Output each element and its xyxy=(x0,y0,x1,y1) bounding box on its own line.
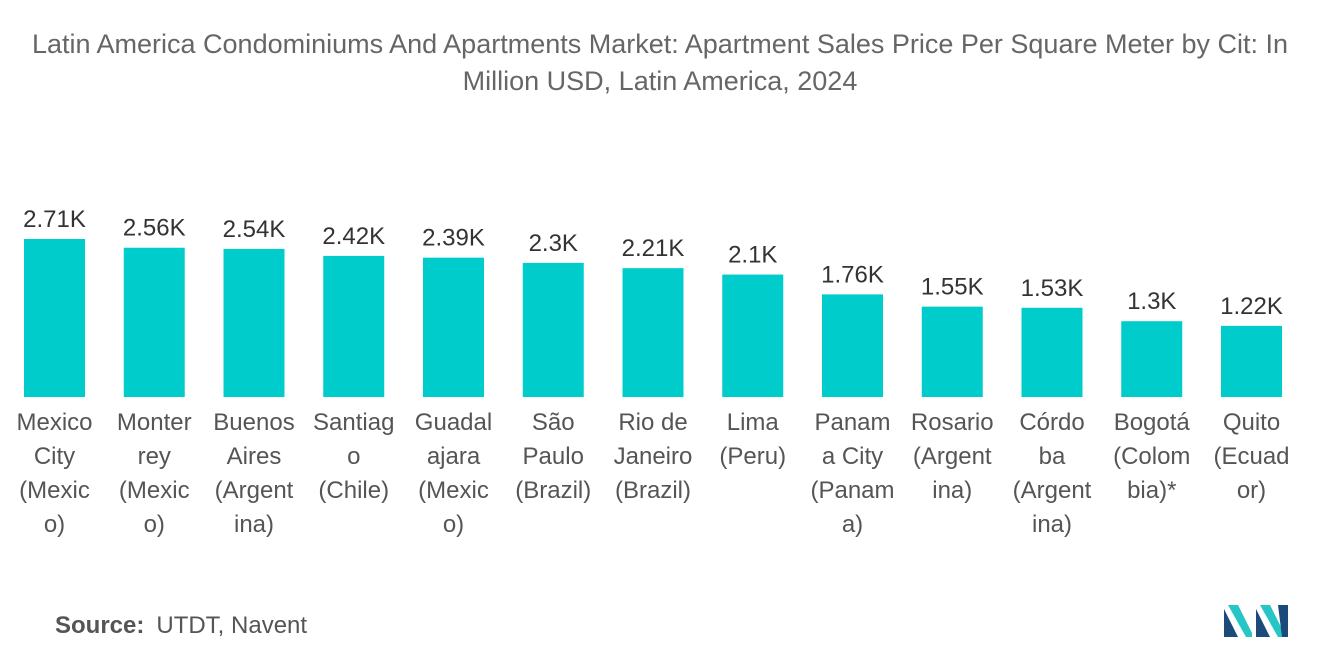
category-label-line: (Chile) xyxy=(318,477,389,504)
category-label-5: Guadal ajara (Mexic o) xyxy=(415,409,492,538)
category-label-line: City xyxy=(34,443,75,470)
category-label-line: Lima xyxy=(727,409,780,436)
category-label-line: (Colom xyxy=(1113,443,1190,470)
bar-2 xyxy=(123,247,185,397)
category-label-line: Paulo xyxy=(523,443,584,470)
value-label-2: 2.56K xyxy=(123,215,186,242)
category-label-line: (Argent xyxy=(1013,477,1092,504)
value-label-9: 1.76K xyxy=(821,261,884,288)
mordor-intelligence-logo-icon xyxy=(1224,605,1288,637)
category-label-line: ina) xyxy=(1032,511,1072,538)
category-label-line: Buenos xyxy=(213,409,294,436)
source-text: UTDT, Navent xyxy=(156,612,308,639)
category-label-line: (Ecuad xyxy=(1213,443,1289,470)
value-label-8: 2.1K xyxy=(728,242,777,269)
category-label-line: Santiag xyxy=(313,409,394,436)
category-label-line: rey xyxy=(138,443,171,470)
category-label-line: São xyxy=(532,409,575,436)
bar-7 xyxy=(622,268,684,397)
category-labels-group: Mexico City (Mexic o) Monter rey (Mexic o) Bueno… xyxy=(16,409,1289,538)
category-label-line: (Argent xyxy=(913,443,992,470)
category-label-line: o) xyxy=(44,511,65,538)
category-label-line: Monter xyxy=(117,409,192,436)
bar-6 xyxy=(522,262,584,397)
category-label-line: (Peru) xyxy=(719,443,786,470)
category-label-4: Santiag o (Chile) xyxy=(313,409,394,504)
category-label-line: (Argent xyxy=(215,477,294,504)
category-label-7: Rio de Janeiro (Brazil) xyxy=(614,409,693,504)
category-label-1: Mexico City (Mexic o) xyxy=(16,409,92,538)
bar-4 xyxy=(323,255,385,397)
category-label-line: Aires xyxy=(227,443,282,470)
bar-8 xyxy=(722,274,784,397)
value-label-6: 2.3K xyxy=(529,230,578,257)
bar-12 xyxy=(1121,321,1183,397)
category-label-line: Mexico xyxy=(16,409,92,436)
category-label-11: Córdo ba (Argent ina) xyxy=(1013,409,1092,538)
value-label-3: 2.54K xyxy=(223,216,286,243)
category-label-line: ajara xyxy=(427,443,481,470)
bar-10 xyxy=(921,306,983,397)
value-label-10: 1.55K xyxy=(921,274,984,301)
category-label-line: Guadal xyxy=(415,409,492,436)
category-label-10: Rosario (Argent ina) xyxy=(911,409,994,504)
category-label-line: ba xyxy=(1039,443,1066,470)
value-label-13: 1.22K xyxy=(1220,293,1283,320)
chart-title: Latin America Condominiums And Apartment… xyxy=(31,29,1289,96)
category-label-line: (Brazil) xyxy=(615,477,691,504)
bars-group xyxy=(24,239,1282,397)
value-label-4: 2.42K xyxy=(322,223,385,250)
category-label-8: Lima (Peru) xyxy=(719,409,786,470)
category-label-line: (Mexic xyxy=(19,477,90,504)
category-label-line: o) xyxy=(144,511,165,538)
category-label-13: Quito (Ecuad or) xyxy=(1213,409,1289,504)
value-labels-group: 2.71K 2.56K 2.54K 2.42K 2.39K 2.3K 2.21K 2.1K 1.… xyxy=(23,206,1283,320)
category-label-line: bia)* xyxy=(1127,477,1176,504)
source-label: Source: xyxy=(55,612,145,639)
category-label-9: Panam a City (Panam a) xyxy=(810,409,894,538)
bar-3 xyxy=(223,248,285,397)
category-label-line: Janeiro xyxy=(614,443,693,470)
category-label-3: Buenos Aires (Argent ina) xyxy=(213,409,294,538)
category-label-line: (Mexic xyxy=(418,477,489,504)
category-label-line: (Mexic xyxy=(119,477,190,504)
category-label-2: Monter rey (Mexic o) xyxy=(117,409,192,538)
bar-chart: 2.71K 2.56K 2.54K 2.42K 2.39K 2.3K 2.21K 2.1K 1.… xyxy=(16,206,1289,538)
category-label-line: a) xyxy=(842,511,863,538)
category-label-line: ina) xyxy=(932,477,972,504)
category-label-line: Panam xyxy=(814,409,890,436)
category-label-12: Bogotá (Colom bia)* xyxy=(1113,409,1190,504)
bar-1 xyxy=(24,239,85,397)
category-label-line: ina) xyxy=(234,511,274,538)
value-label-7: 2.21K xyxy=(622,235,685,262)
category-label-line: a City xyxy=(822,443,883,470)
bar-13 xyxy=(1221,325,1282,397)
category-label-line: Quito xyxy=(1223,409,1280,436)
category-label-line: (Brazil) xyxy=(515,477,591,504)
category-label-line: or) xyxy=(1237,477,1266,504)
source-note: Source: UTDT, Navent xyxy=(55,612,307,640)
category-label-line: Córdo xyxy=(1019,409,1084,436)
bar-9 xyxy=(822,294,883,397)
bar-11 xyxy=(1021,307,1083,397)
category-label-line: (Panam xyxy=(810,477,894,504)
category-label-line: Bogotá xyxy=(1114,409,1191,436)
bar-5 xyxy=(423,257,484,397)
category-label-line: Rosario xyxy=(911,409,994,436)
category-label-6: São Paulo (Brazil) xyxy=(515,409,591,504)
category-label-line: o xyxy=(347,443,360,470)
value-label-12: 1.3K xyxy=(1127,288,1176,315)
category-label-line: o) xyxy=(443,511,464,538)
value-label-5: 2.39K xyxy=(422,225,485,252)
category-label-line: Rio de xyxy=(618,409,687,436)
value-label-1: 2.71K xyxy=(23,206,86,233)
value-label-11: 1.53K xyxy=(1021,275,1084,302)
